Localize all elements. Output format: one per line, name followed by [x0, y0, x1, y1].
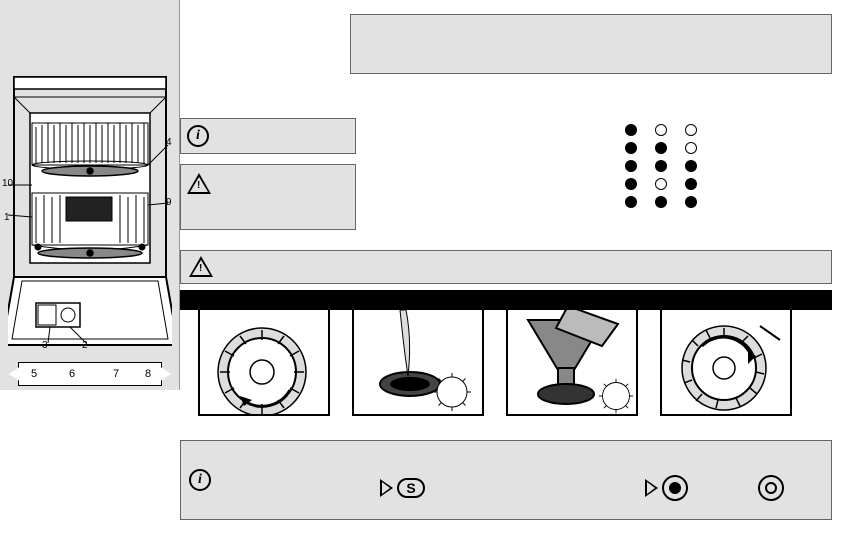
step-2-fill-water — [352, 308, 484, 416]
dot — [655, 124, 667, 136]
indicator-icons-row: S — [380, 475, 784, 501]
pointer-6: 6 — [69, 368, 75, 380]
dot — [625, 124, 637, 136]
step-4-close-cap — [660, 308, 792, 416]
section-header-bar — [180, 290, 832, 310]
info-icon: i — [187, 125, 209, 147]
dot — [625, 160, 637, 172]
s-glyph: S — [406, 480, 415, 496]
dot-row — [625, 142, 697, 154]
dot — [685, 196, 697, 208]
dot — [655, 160, 667, 172]
warn-glyph: ! — [197, 180, 200, 191]
dot — [655, 142, 667, 154]
dot — [655, 178, 667, 190]
info-icon: i — [189, 469, 211, 491]
dot — [685, 124, 697, 136]
step-3-pour-salt — [506, 308, 638, 416]
dot — [625, 196, 637, 208]
callout-10: 10 — [2, 178, 13, 189]
warning-box-c: ! — [180, 250, 832, 284]
left-column: 10 1 4 9 3 2 5 6 7 8 — [0, 0, 180, 390]
warn-glyph: ! — [199, 263, 202, 274]
pointer-8: 8 — [145, 368, 151, 380]
led-on-group — [645, 475, 688, 501]
hardness-dot-table — [625, 124, 697, 214]
led-off-icon — [758, 475, 784, 501]
callout-3: 3 — [42, 340, 48, 351]
triangle-play-icon — [645, 479, 658, 497]
info-box-a: i — [180, 118, 356, 154]
dot — [625, 178, 637, 190]
salt-filling-steps — [198, 308, 792, 416]
dot-row — [625, 160, 697, 172]
dot-row — [625, 178, 697, 190]
salt-s-icon: S — [397, 478, 425, 498]
dot — [655, 196, 667, 208]
dot — [685, 178, 697, 190]
warning-box-b: ! — [180, 164, 356, 230]
dot-row — [625, 196, 697, 208]
control-panel-pointer-bar: 5 6 7 8 — [18, 362, 162, 386]
pointer-5: 5 — [31, 368, 37, 380]
dot — [625, 142, 637, 154]
callout-4: 4 — [166, 137, 172, 148]
triangle-play-icon — [380, 479, 393, 497]
dot-row — [625, 124, 697, 136]
warning-icon: ! — [187, 173, 211, 194]
dot — [685, 160, 697, 172]
appliance-diagram: 10 1 4 9 3 2 — [8, 75, 172, 355]
title-box — [350, 14, 832, 74]
callout-2: 2 — [82, 340, 88, 351]
callout-9: 9 — [166, 197, 172, 208]
step-1-unscrew-cap — [198, 308, 330, 416]
callout-1: 1 — [4, 212, 10, 223]
dot — [685, 142, 697, 154]
led-on-icon — [662, 475, 688, 501]
pointer-7: 7 — [113, 368, 119, 380]
info-glyph: i — [196, 128, 200, 144]
info-glyph: i — [198, 472, 202, 488]
warning-icon: ! — [189, 256, 213, 277]
salt-indicator-group: S — [380, 478, 425, 498]
